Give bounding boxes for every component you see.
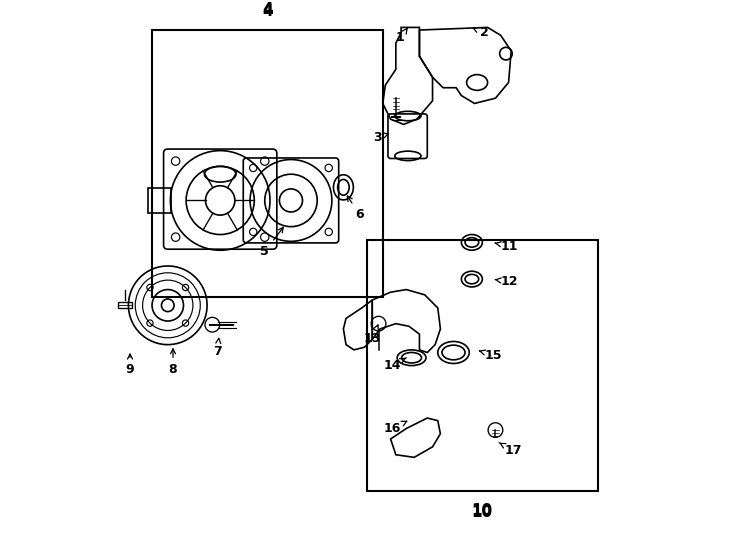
Text: 17: 17 xyxy=(499,443,522,457)
Text: 9: 9 xyxy=(126,354,134,376)
Text: 4: 4 xyxy=(262,2,273,17)
Text: 8: 8 xyxy=(169,349,178,376)
Text: 2: 2 xyxy=(473,26,488,39)
Text: 6: 6 xyxy=(347,196,364,221)
Text: 7: 7 xyxy=(213,338,222,357)
Text: 3: 3 xyxy=(373,131,388,144)
Text: 16: 16 xyxy=(384,421,407,435)
Text: 10: 10 xyxy=(472,503,493,518)
Bar xyxy=(367,240,597,491)
Text: 4: 4 xyxy=(262,3,273,18)
Text: 5: 5 xyxy=(261,227,283,258)
Text: 10: 10 xyxy=(472,504,493,519)
Bar xyxy=(152,30,382,298)
Text: 12: 12 xyxy=(495,275,518,288)
Text: 11: 11 xyxy=(495,240,518,253)
Text: 15: 15 xyxy=(479,349,503,362)
Text: 1: 1 xyxy=(396,28,407,44)
Text: 13: 13 xyxy=(363,325,381,345)
Text: 14: 14 xyxy=(384,357,407,372)
